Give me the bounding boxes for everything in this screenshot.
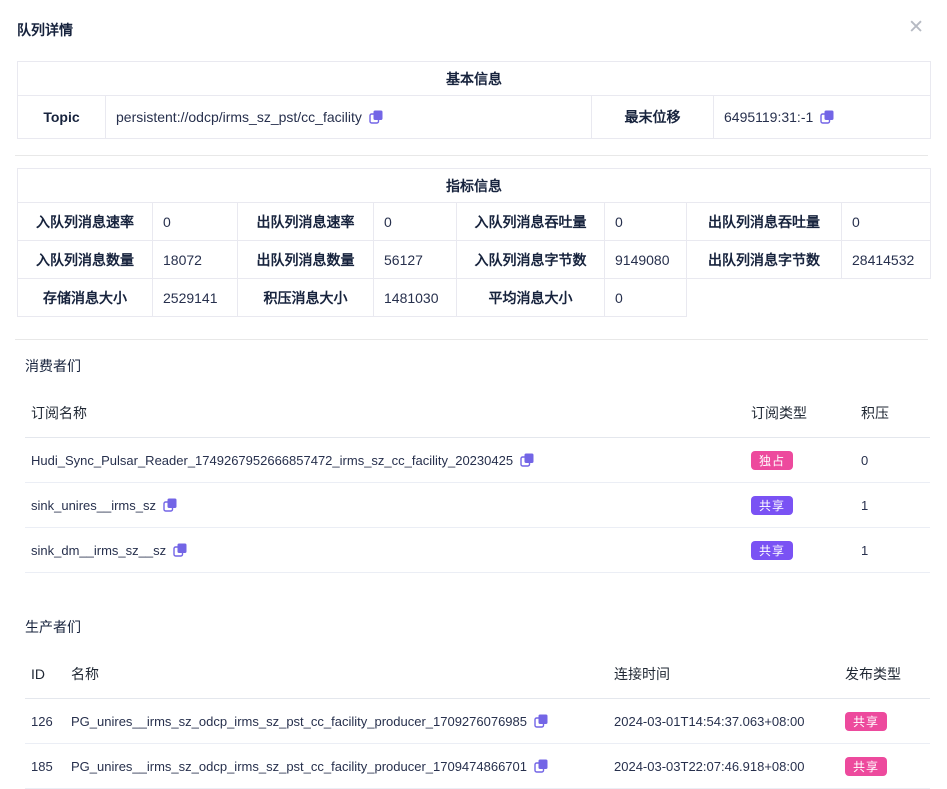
subscription-type-badge: 共享 [751,540,794,560]
metric-value: 0 [604,278,687,317]
producer-id: 126 [25,698,71,744]
producers-title: 生产者们 [25,619,81,635]
close-icon[interactable]: ✕ [908,17,924,38]
metrics-row: 入队列消息速率 0 出队列消息速率 0 入队列消息吞吐量 0 出队列消息吞吐量 … [17,202,931,241]
divider [15,155,928,156]
metric-value: 28414532 [841,240,931,279]
producers-table: ID 名称 连接时间 发布类型 126 PG_unires__irms_sz_o… [25,637,930,789]
last-offset-label: 最末位移 [591,95,714,139]
divider [15,339,928,340]
consumers-title: 消费者们 [25,358,81,374]
basic-info-table: 基本信息 Topic persistent://odcp/irms_sz_pst… [17,61,931,139]
metric-value: 1481030 [373,278,457,317]
producer-name: PG_unires__irms_sz_odcp_irms_sz_pst_cc_f… [71,713,527,729]
consumer-row: sink_dm__irms_sz__sz 共享 1 [25,527,930,573]
metric-value: 2529141 [152,278,238,317]
copy-icon[interactable] [534,759,548,773]
metric-value: 0 [604,202,687,241]
metric-label: 入队列消息数量 [17,240,153,279]
col-subscription-name: 订阅名称 [25,376,744,438]
producer-row: 126 PG_unires__irms_sz_odcp_irms_sz_pst_… [25,698,930,744]
publish-type-badge: 共享 [845,711,888,731]
metric-value: 56127 [373,240,457,279]
metric-value: 0 [841,202,931,241]
col-producer-name: 名称 [71,637,614,699]
backlog-value: 1 [854,527,930,573]
producer-id: 185 [25,743,71,789]
subscription-type-badge: 独占 [751,450,794,470]
topic-label: Topic [17,95,106,139]
publish-type-badge: 共享 [845,756,888,776]
subscription-name: sink_dm__irms_sz__sz [31,542,167,558]
metric-label: 平均消息大小 [456,278,605,317]
copy-icon[interactable] [520,453,535,467]
producer-name: PG_unires__irms_sz_odcp_irms_sz_pst_cc_f… [71,758,527,774]
copy-icon[interactable] [369,110,383,124]
col-publish-type: 发布类型 [845,637,930,699]
last-offset-value: 6495119:31:-1 [724,109,814,125]
col-producer-id: ID [25,637,71,699]
col-connect-time: 连接时间 [614,637,845,699]
consumer-row: Hudi_Sync_Pulsar_Reader_1749267952666857… [25,437,930,483]
metric-value: 9149080 [604,240,687,279]
subscription-name: Hudi_Sync_Pulsar_Reader_1749267952666857… [31,452,514,468]
metric-label: 积压消息大小 [237,278,374,317]
backlog-value: 0 [854,437,930,483]
metric-label: 出队列消息数量 [237,240,374,279]
metric-label: 入队列消息速率 [17,202,153,241]
metric-label: 出队列消息速率 [237,202,374,241]
col-subscription-type: 订阅类型 [744,376,854,438]
metric-label: 出队列消息吞吐量 [686,202,842,241]
backlog-value: 1 [854,482,930,528]
page-title: 队列详情 [17,22,73,38]
subscription-type-badge: 共享 [751,495,794,515]
metric-value: 18072 [152,240,238,279]
col-backlog: 积压 [854,376,930,438]
producer-row: 185 PG_unires__irms_sz_odcp_irms_sz_pst_… [25,743,930,789]
connect-time: 2024-03-01T14:54:37.063+08:00 [614,698,845,744]
metrics-caption: 指标信息 [17,168,931,203]
metric-value: 0 [373,202,457,241]
basic-info-caption: 基本信息 [17,61,931,96]
consumer-row: sink_unires__irms_sz 共享 1 [25,482,930,528]
subscription-name: sink_unires__irms_sz [31,497,156,513]
topic-value: persistent://odcp/irms_sz_pst/cc_facilit… [116,109,362,125]
metric-label: 入队列消息字节数 [456,240,605,279]
consumers-table: 订阅名称 订阅类型 积压 Hudi_Sync_Pulsar_Reader_174… [25,376,930,573]
copy-icon[interactable] [820,110,835,124]
drawer-header: 队列详情 ✕ [17,0,930,40]
metric-label: 出队列消息字节数 [686,240,842,279]
metrics-table: 指标信息 入队列消息速率 0 出队列消息速率 0 入队列消息吞吐量 0 出队列消… [17,168,931,317]
metric-label: 入队列消息吞吐量 [456,202,605,241]
metrics-row: 存储消息大小 2529141 积压消息大小 1481030 平均消息大小 0 [17,278,931,317]
producers-section: 生产者们 ID 名称 连接时间 发布类型 126 PG_unires__irms… [25,617,930,789]
copy-icon[interactable] [534,714,548,728]
consumers-section: 消费者们 订阅名称 订阅类型 积压 Hudi_Sync_Pulsar_Reade… [25,356,930,573]
copy-icon[interactable] [173,543,188,557]
metrics-row: 入队列消息数量 18072 出队列消息数量 56127 入队列消息字节数 914… [17,240,931,279]
metric-label: 存储消息大小 [17,278,153,317]
copy-icon[interactable] [163,498,177,512]
metric-value: 0 [152,202,238,241]
connect-time: 2024-03-03T22:07:46.918+08:00 [614,743,845,789]
